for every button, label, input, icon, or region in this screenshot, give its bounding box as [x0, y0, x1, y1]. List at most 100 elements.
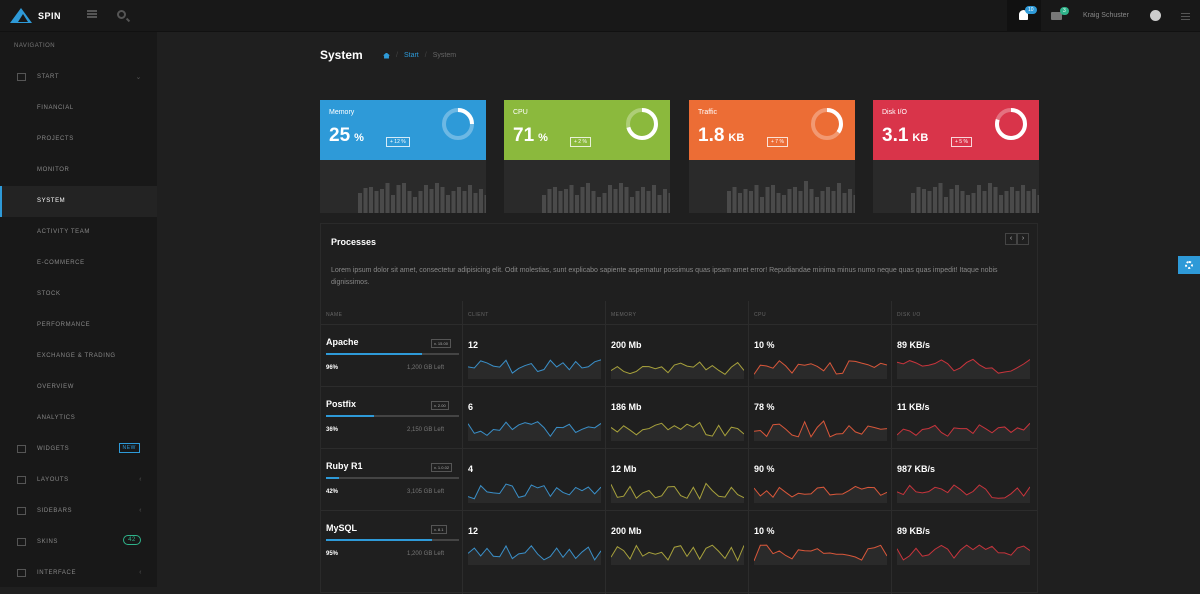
stat-unit: % — [354, 132, 364, 144]
sparkline-area — [468, 545, 601, 565]
notifications-button[interactable]: 10 — [1007, 0, 1041, 32]
hamburger-icon[interactable] — [87, 10, 97, 18]
sparkline — [611, 482, 744, 503]
spark-bar — [358, 193, 362, 213]
sparkline — [897, 422, 1030, 441]
sidebar-item-label: OVERVIEW — [37, 384, 75, 390]
sidebar-item-skins[interactable]: SKINS 42 — [0, 527, 157, 558]
home-icon — [17, 73, 26, 81]
stat-card-header: CPU 71% + 2 % — [504, 100, 670, 160]
spark-bar — [787, 189, 792, 213]
spark-bar — [619, 183, 623, 213]
spark-bar — [468, 185, 472, 213]
spark-bar — [484, 195, 486, 213]
sidebar-item-analytics[interactable]: ANALYTICS — [0, 403, 157, 434]
sparkline-area — [897, 545, 1030, 565]
sparkline-area — [468, 421, 601, 441]
sidebar-item-monitor[interactable]: MONITOR — [0, 155, 157, 186]
mail-icon[interactable] — [1051, 12, 1062, 20]
sparkline-area — [611, 362, 744, 379]
gauge-fill — [995, 108, 1027, 140]
spark-bar — [591, 191, 596, 213]
gauge-donut — [442, 108, 474, 140]
stat-delta: + 12 % — [386, 137, 410, 147]
sidebar-item-exchange-trading[interactable]: EXCHANGE & TRADING — [0, 341, 157, 372]
menu-icon[interactable] — [1181, 13, 1190, 20]
stat-number: 1.8 — [698, 125, 725, 146]
breadcrumb-separator: / — [424, 52, 427, 59]
stat-number: 3.1 — [882, 125, 909, 146]
spark-bar — [771, 185, 775, 213]
sidebar-item-interface[interactable]: INTERFACE ‹ — [0, 558, 157, 589]
home-icon[interactable] — [383, 52, 390, 59]
usage-bar — [326, 353, 459, 355]
spark-bar — [553, 187, 557, 213]
spark-bar — [911, 193, 915, 213]
sidebar-item-e-commerce[interactable]: E-COMMERCE — [0, 248, 157, 279]
memory-value: 12 Mb — [611, 464, 637, 474]
sidebar-item-label: LAYOUTS — [37, 477, 69, 483]
search-icon[interactable] — [117, 10, 126, 19]
spark-bar — [646, 191, 651, 213]
sparkline-area — [754, 486, 887, 503]
process-name: MySQL — [326, 523, 358, 533]
usage-bar — [326, 539, 459, 541]
sidebar-item-financial[interactable]: FINANCIAL — [0, 93, 157, 124]
sparkline-line — [611, 482, 744, 500]
usage-percent: 42% — [326, 489, 339, 495]
spark-bar — [413, 197, 417, 213]
stat-card-chart — [689, 160, 855, 213]
stat-delta: + 2 % — [570, 137, 591, 147]
sidebar-item-label: SIDEBARS — [37, 508, 73, 514]
version-badge: v. 2.00 — [431, 401, 449, 410]
spark-bar — [657, 195, 662, 213]
spark-bar — [462, 191, 467, 213]
sidebar-item-system[interactable]: SYSTEM — [0, 186, 157, 217]
version-badge: v. 15.00 — [431, 339, 451, 348]
user-name[interactable]: Kraig Schuster — [1083, 12, 1129, 19]
stat-title: Traffic — [698, 109, 718, 116]
sidebar-item-projects[interactable]: PROJECTS — [0, 124, 157, 155]
sparkline-line — [468, 544, 601, 561]
sparkline-area — [468, 359, 601, 379]
next-button[interactable]: › — [1017, 233, 1029, 245]
bar-sparkline — [911, 183, 1039, 213]
nav-heading: NAVIGATION — [14, 43, 56, 49]
breadcrumb-current: System — [432, 52, 457, 59]
sidebar-item-start[interactable]: START ⌄ — [0, 62, 157, 93]
messages-badge: 3 — [1060, 7, 1069, 15]
sidebar-item-widgets[interactable]: WIDGETS NEW — [0, 434, 157, 465]
spark-bar — [1037, 195, 1039, 213]
stat-delta: + 7 % — [767, 137, 788, 147]
breadcrumb-start-link[interactable]: Start — [403, 52, 419, 59]
brand[interactable]: SPIN — [10, 8, 61, 23]
sidebar-item-overview[interactable]: OVERVIEW — [0, 372, 157, 403]
column-header: MEMORY — [611, 312, 637, 318]
sparkline-line — [897, 484, 1030, 499]
sparkline-line — [754, 360, 887, 375]
spark-bar — [374, 191, 379, 213]
layouts-icon — [17, 476, 26, 484]
spark-bar — [922, 189, 926, 213]
sidebar-item-layouts[interactable]: LAYOUTS ‹ — [0, 465, 157, 496]
spark-bar — [727, 191, 731, 213]
stat-card-header: Disk I/O 3.1 KB + 5 % — [873, 100, 1039, 160]
page-title: System — [320, 48, 363, 62]
bell-icon — [1019, 10, 1028, 20]
usage-percent: 36% — [326, 427, 339, 433]
settings-tab[interactable] — [1178, 256, 1200, 274]
client-value: 12 — [468, 340, 479, 350]
sidebar-item-performance[interactable]: PERFORMANCE — [0, 310, 157, 341]
sidebar-item-activity-team[interactable]: ACTIVITY TEAM — [0, 217, 157, 248]
sparkline — [754, 485, 887, 503]
prev-button[interactable]: ‹ — [1005, 233, 1017, 245]
spark-bar — [564, 189, 568, 213]
spark-bar — [418, 191, 423, 213]
spark-bar — [988, 183, 992, 213]
sidebar-item-stock[interactable]: STOCK — [0, 279, 157, 310]
spark-bar — [749, 191, 753, 213]
cpu-value: 90 % — [754, 464, 775, 474]
avatar[interactable] — [1150, 10, 1161, 21]
sidebar-item-sidebars[interactable]: SIDEBARS ‹ — [0, 496, 157, 527]
usage-bar-fill — [326, 477, 340, 479]
